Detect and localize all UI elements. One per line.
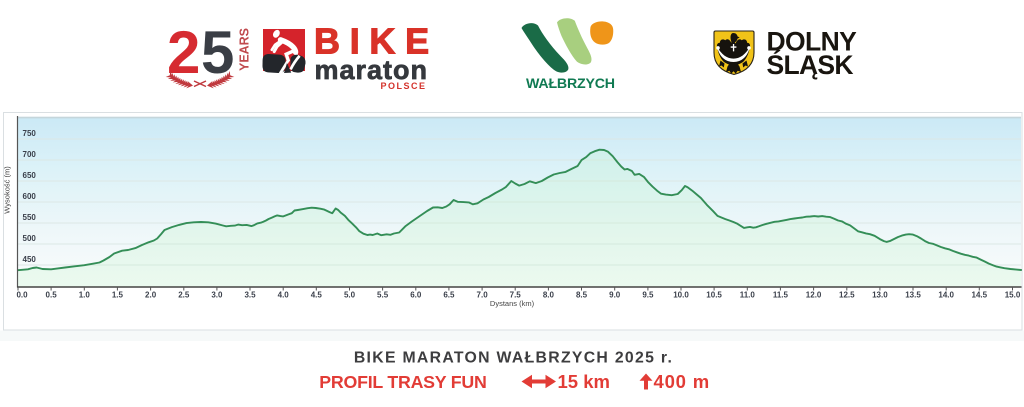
svg-text:2.0: 2.0 <box>145 291 157 300</box>
svg-text:13.0: 13.0 <box>872 291 888 300</box>
svg-text:1.0: 1.0 <box>79 291 91 300</box>
svg-text:600: 600 <box>23 192 37 201</box>
svg-text:7.0: 7.0 <box>477 291 489 300</box>
svg-text:ŚLĄSK: ŚLĄSK <box>767 50 854 80</box>
svg-text:12.0: 12.0 <box>806 291 822 300</box>
svg-text:6.0: 6.0 <box>410 291 422 300</box>
svg-text:BIKE MARATON WAŁBRZYCH 2025 r.: BIKE MARATON WAŁBRZYCH 2025 r. <box>354 350 673 367</box>
svg-text:15.0: 15.0 <box>1005 291 1021 300</box>
svg-text:14.0: 14.0 <box>938 291 954 300</box>
svg-text:9.0: 9.0 <box>609 291 621 300</box>
svg-text:13.5: 13.5 <box>905 291 921 300</box>
svg-text:Dystans (km): Dystans (km) <box>490 299 535 308</box>
svg-text:Wysokość (m): Wysokość (m) <box>3 166 12 214</box>
svg-text:10.0: 10.0 <box>673 291 689 300</box>
svg-text:450: 450 <box>23 255 37 264</box>
svg-text:YEARS: YEARS <box>238 28 252 71</box>
svg-text:7.5: 7.5 <box>510 291 522 300</box>
svg-text:4.0: 4.0 <box>278 291 290 300</box>
svg-text:12.5: 12.5 <box>839 291 855 300</box>
svg-text:5.0: 5.0 <box>344 291 356 300</box>
svg-text:0.0: 0.0 <box>16 291 28 300</box>
svg-text:14.5: 14.5 <box>972 291 988 300</box>
svg-text:PROFIL TRASY FUN: PROFIL TRASY FUN <box>319 372 486 392</box>
svg-text:10.5: 10.5 <box>706 291 722 300</box>
svg-text:1.5: 1.5 <box>112 291 124 300</box>
svg-text:DOLNY: DOLNY <box>767 26 858 56</box>
svg-text:500: 500 <box>23 234 37 243</box>
svg-text:700: 700 <box>23 150 37 159</box>
svg-text:maraton: maraton <box>315 55 429 85</box>
svg-text:WAŁBRZYCH: WAŁBRZYCH <box>526 76 615 92</box>
svg-text:2.5: 2.5 <box>178 291 190 300</box>
svg-text:3.0: 3.0 <box>211 291 223 300</box>
svg-text:9.5: 9.5 <box>642 291 654 300</box>
svg-text:6.5: 6.5 <box>443 291 455 300</box>
svg-text:0.5: 0.5 <box>46 291 58 300</box>
svg-text:BIKE: BIKE <box>314 21 439 62</box>
svg-text:5.5: 5.5 <box>377 291 389 300</box>
svg-text:8.5: 8.5 <box>576 291 588 300</box>
svg-text:8.0: 8.0 <box>543 291 555 300</box>
svg-text:550: 550 <box>23 213 37 222</box>
svg-text:15 km: 15 km <box>558 371 610 392</box>
svg-text:3.5: 3.5 <box>244 291 256 300</box>
svg-text:400 m: 400 m <box>654 371 710 392</box>
svg-text:POLSCE: POLSCE <box>381 81 427 91</box>
svg-text:650: 650 <box>23 171 37 180</box>
svg-text:750: 750 <box>23 129 37 138</box>
svg-text:4.5: 4.5 <box>311 291 323 300</box>
svg-text:11.0: 11.0 <box>740 291 756 300</box>
svg-text:11.5: 11.5 <box>773 291 789 300</box>
